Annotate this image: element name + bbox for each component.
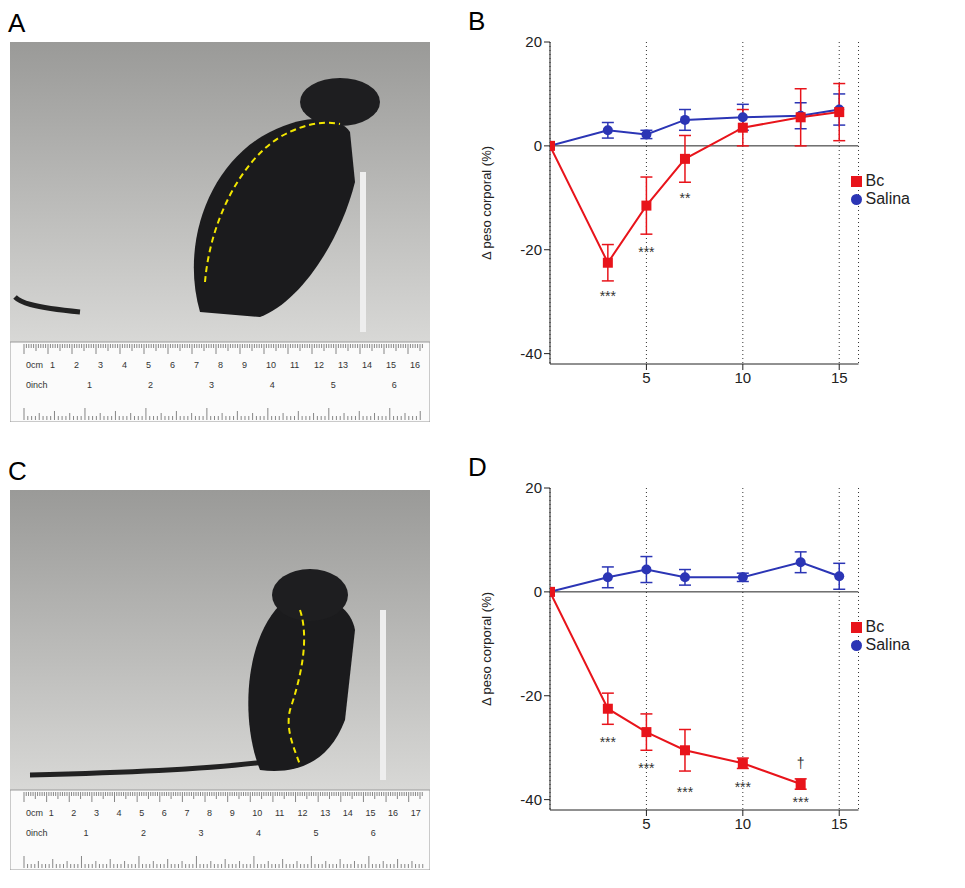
svg-text:2: 2 bbox=[71, 808, 76, 818]
html-text:B: B bbox=[468, 6, 486, 36]
svg-text:5: 5 bbox=[642, 815, 650, 832]
svg-text:***: *** bbox=[735, 779, 752, 795]
svg-text:15: 15 bbox=[831, 815, 848, 832]
html-text:D: D bbox=[468, 452, 487, 482]
svg-text:4: 4 bbox=[122, 360, 127, 370]
svg-text:5: 5 bbox=[146, 360, 151, 370]
svg-text:12: 12 bbox=[314, 360, 324, 370]
svg-text:6: 6 bbox=[170, 360, 175, 370]
svg-text:16: 16 bbox=[388, 808, 398, 818]
svg-text:5: 5 bbox=[139, 808, 144, 818]
svg-text:-20: -20 bbox=[520, 241, 542, 258]
svg-text:16: 16 bbox=[410, 360, 420, 370]
html-text:Salina: Salina bbox=[865, 636, 910, 653]
html-text:A: A bbox=[8, 8, 26, 38]
svg-text:11: 11 bbox=[275, 808, 284, 818]
svg-text:3: 3 bbox=[198, 828, 203, 838]
svg-text:0: 0 bbox=[534, 137, 542, 154]
svg-text:6: 6 bbox=[371, 828, 376, 838]
svg-text:3: 3 bbox=[94, 808, 99, 818]
svg-text:20: 20 bbox=[525, 479, 542, 496]
svg-text:7: 7 bbox=[194, 360, 199, 370]
svg-text:5: 5 bbox=[642, 369, 650, 386]
svg-text:1: 1 bbox=[83, 828, 88, 838]
svg-text:***: *** bbox=[638, 244, 655, 260]
svg-text:***: *** bbox=[677, 784, 694, 800]
svg-text:1: 1 bbox=[50, 360, 55, 370]
svg-text:***: *** bbox=[638, 760, 655, 776]
svg-text:4: 4 bbox=[270, 380, 275, 390]
svg-text:1: 1 bbox=[49, 808, 54, 818]
svg-text:-20: -20 bbox=[520, 687, 542, 704]
svg-text:7: 7 bbox=[184, 808, 189, 818]
html-text:Bc: Bc bbox=[865, 618, 885, 635]
svg-text:2: 2 bbox=[148, 380, 153, 390]
svg-text:2: 2 bbox=[74, 360, 79, 370]
svg-text:***: *** bbox=[600, 734, 617, 750]
svg-text:0inch: 0inch bbox=[26, 828, 48, 838]
svg-text:13: 13 bbox=[338, 360, 348, 370]
svg-text:4: 4 bbox=[117, 808, 122, 818]
svg-text:11: 11 bbox=[290, 360, 299, 370]
html-text:Bc: Bc bbox=[865, 172, 885, 189]
svg-text:6: 6 bbox=[392, 380, 397, 390]
svg-text:-40: -40 bbox=[520, 791, 542, 808]
svg-text:***: *** bbox=[600, 288, 617, 304]
html-text:C: C bbox=[8, 456, 27, 486]
svg-text:Δ peso corporal (%): Δ peso corporal (%) bbox=[479, 146, 494, 260]
svg-text:**: ** bbox=[680, 190, 691, 206]
svg-text:9: 9 bbox=[242, 360, 247, 370]
svg-text:3: 3 bbox=[98, 360, 103, 370]
svg-text:1: 1 bbox=[87, 380, 92, 390]
svg-text:9: 9 bbox=[230, 808, 235, 818]
svg-text:†: † bbox=[797, 755, 805, 771]
svg-text:***: *** bbox=[792, 794, 809, 810]
svg-text:14: 14 bbox=[362, 360, 372, 370]
svg-text:0cm: 0cm bbox=[26, 360, 43, 370]
svg-text:0cm: 0cm bbox=[26, 808, 43, 818]
svg-text:3: 3 bbox=[209, 380, 214, 390]
svg-text:8: 8 bbox=[218, 360, 223, 370]
svg-text:-40: -40 bbox=[520, 345, 542, 362]
svg-text:6: 6 bbox=[162, 808, 167, 818]
svg-text:10: 10 bbox=[252, 808, 262, 818]
svg-text:13: 13 bbox=[320, 808, 330, 818]
svg-text:2: 2 bbox=[141, 828, 146, 838]
svg-text:0inch: 0inch bbox=[26, 380, 48, 390]
svg-text:15: 15 bbox=[831, 369, 848, 386]
svg-text:4: 4 bbox=[256, 828, 261, 838]
svg-text:17: 17 bbox=[411, 808, 421, 818]
svg-text:5: 5 bbox=[313, 828, 318, 838]
svg-text:10: 10 bbox=[266, 360, 276, 370]
svg-text:12: 12 bbox=[298, 808, 308, 818]
svg-text:20: 20 bbox=[525, 33, 542, 50]
svg-text:15: 15 bbox=[386, 360, 396, 370]
svg-text:8: 8 bbox=[207, 808, 212, 818]
svg-text:14: 14 bbox=[343, 808, 353, 818]
svg-text:10: 10 bbox=[734, 815, 751, 832]
svg-text:5: 5 bbox=[331, 380, 336, 390]
html-text:Salina: Salina bbox=[865, 190, 910, 207]
svg-text:10: 10 bbox=[734, 369, 751, 386]
svg-text:0: 0 bbox=[534, 583, 542, 600]
svg-text:Δ peso corporal (%): Δ peso corporal (%) bbox=[479, 592, 494, 706]
svg-text:15: 15 bbox=[365, 808, 375, 818]
